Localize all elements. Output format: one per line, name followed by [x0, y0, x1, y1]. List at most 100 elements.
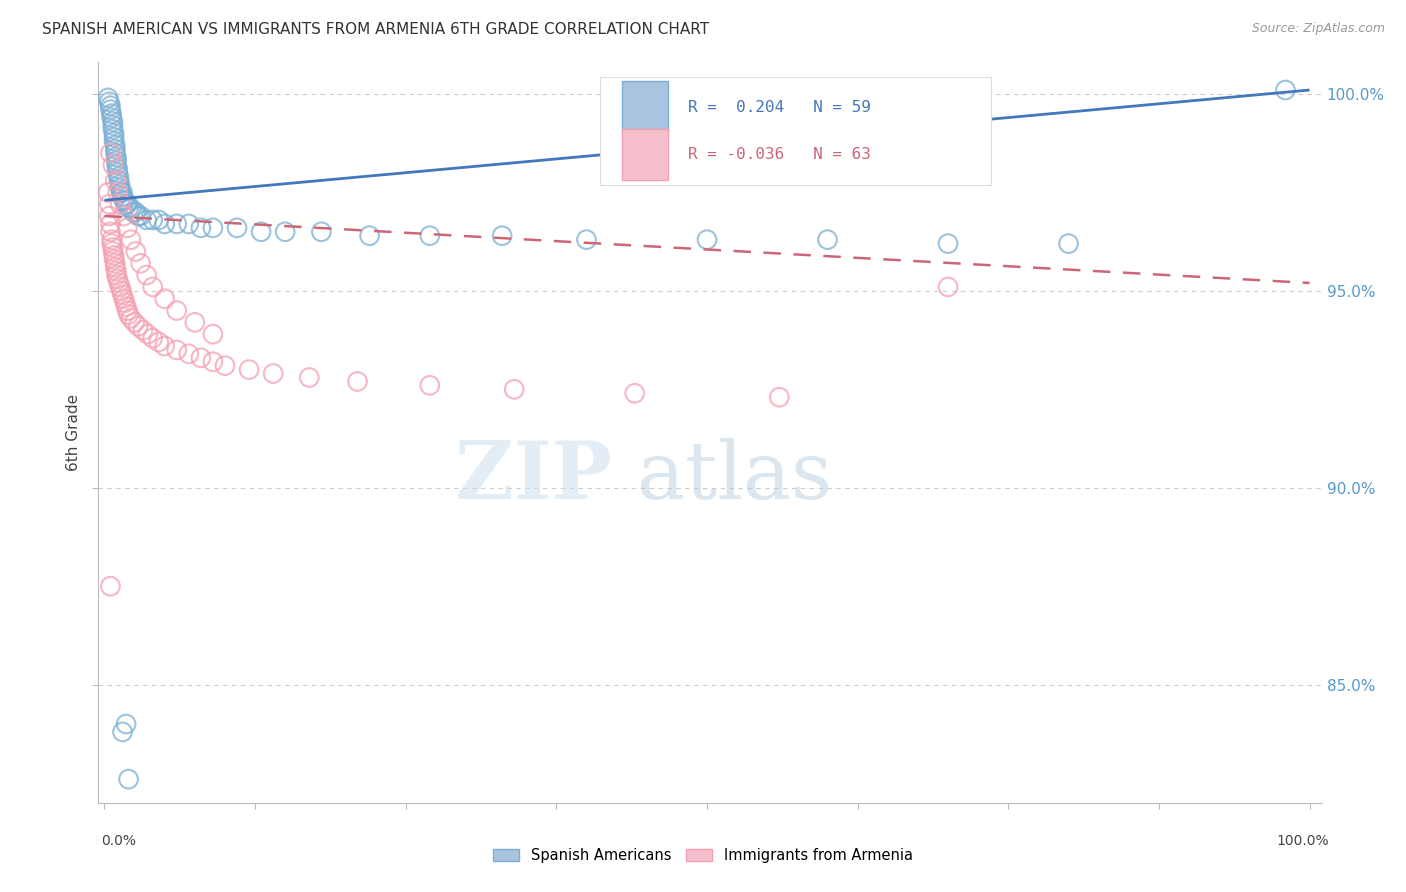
Point: [166, 217, 188, 231]
Point: [166, 303, 188, 318]
Point: [112, 209, 135, 223]
Point: [103, 130, 125, 145]
Point: [115, 717, 138, 731]
Point: [125, 205, 148, 219]
Point: [100, 111, 122, 125]
Point: [108, 197, 131, 211]
Point: [127, 209, 149, 223]
Point: [177, 217, 200, 231]
Point: [100, 236, 122, 251]
Point: [148, 213, 170, 227]
Point: [101, 241, 124, 255]
Point: [104, 260, 127, 275]
Point: [1274, 83, 1296, 97]
Point: [768, 390, 790, 404]
Point: [97, 91, 120, 105]
Point: [111, 287, 134, 301]
Point: [100, 99, 122, 113]
Point: [262, 367, 284, 381]
Point: [575, 233, 598, 247]
Point: [100, 146, 122, 161]
Point: [98, 95, 121, 109]
Text: R =  0.204   N = 59: R = 0.204 N = 59: [688, 100, 870, 115]
Point: [115, 300, 138, 314]
Point: [238, 362, 260, 376]
Point: [142, 280, 165, 294]
Point: [190, 351, 212, 365]
Point: [108, 181, 131, 195]
Point: [142, 331, 165, 345]
Point: [311, 225, 333, 239]
Point: [129, 256, 152, 270]
Point: [117, 303, 139, 318]
Point: [125, 244, 148, 259]
Point: [104, 142, 127, 156]
Point: [104, 256, 127, 270]
Point: [250, 225, 273, 239]
FancyBboxPatch shape: [621, 128, 668, 180]
Point: [127, 319, 149, 334]
Point: [104, 138, 127, 153]
Point: [201, 220, 224, 235]
Text: ZIP: ZIP: [456, 438, 612, 516]
Point: [696, 233, 718, 247]
Point: [98, 197, 121, 211]
Point: [153, 339, 176, 353]
Point: [100, 103, 122, 117]
Point: [177, 347, 200, 361]
Point: [1057, 236, 1080, 251]
FancyBboxPatch shape: [621, 81, 668, 133]
Point: [936, 236, 959, 251]
Point: [148, 334, 170, 349]
Point: [936, 280, 959, 294]
Point: [117, 201, 139, 215]
Point: [298, 370, 321, 384]
Point: [166, 343, 188, 357]
Point: [184, 315, 207, 329]
Point: [136, 327, 159, 342]
Legend: Spanish Americans, Immigrants from Armenia: Spanish Americans, Immigrants from Armen…: [488, 842, 918, 869]
Point: [346, 375, 368, 389]
Point: [153, 292, 176, 306]
Point: [108, 276, 131, 290]
Point: [132, 323, 155, 337]
Point: [120, 233, 142, 247]
Point: [117, 197, 139, 211]
Point: [111, 725, 134, 739]
Point: [101, 158, 124, 172]
Point: [274, 225, 297, 239]
Point: [129, 209, 152, 223]
Point: [105, 153, 128, 168]
Point: [114, 194, 136, 208]
Point: [419, 378, 441, 392]
Text: Source: ZipAtlas.com: Source: ZipAtlas.com: [1251, 22, 1385, 36]
Point: [817, 233, 839, 247]
Point: [104, 173, 127, 187]
Point: [142, 213, 165, 227]
Text: SPANISH AMERICAN VS IMMIGRANTS FROM ARMENIA 6TH GRADE CORRELATION CHART: SPANISH AMERICAN VS IMMIGRANTS FROM ARME…: [42, 22, 709, 37]
Point: [359, 228, 381, 243]
Point: [100, 217, 122, 231]
Point: [100, 225, 122, 239]
Point: [124, 315, 146, 329]
Text: 100.0%: 100.0%: [1277, 834, 1329, 848]
Text: 0.0%: 0.0%: [101, 834, 136, 848]
Point: [100, 579, 122, 593]
Point: [135, 268, 157, 282]
Point: [103, 252, 125, 267]
Point: [103, 134, 125, 148]
Point: [111, 189, 134, 203]
Point: [201, 355, 224, 369]
Point: [107, 166, 129, 180]
Point: [105, 158, 128, 172]
Point: [491, 228, 513, 243]
Point: [226, 220, 249, 235]
Y-axis label: 6th Grade: 6th Grade: [66, 394, 82, 471]
Point: [107, 186, 129, 200]
Point: [110, 284, 132, 298]
Point: [190, 220, 212, 235]
Point: [115, 197, 138, 211]
Point: [135, 213, 157, 227]
Point: [112, 194, 135, 208]
Point: [98, 209, 121, 223]
